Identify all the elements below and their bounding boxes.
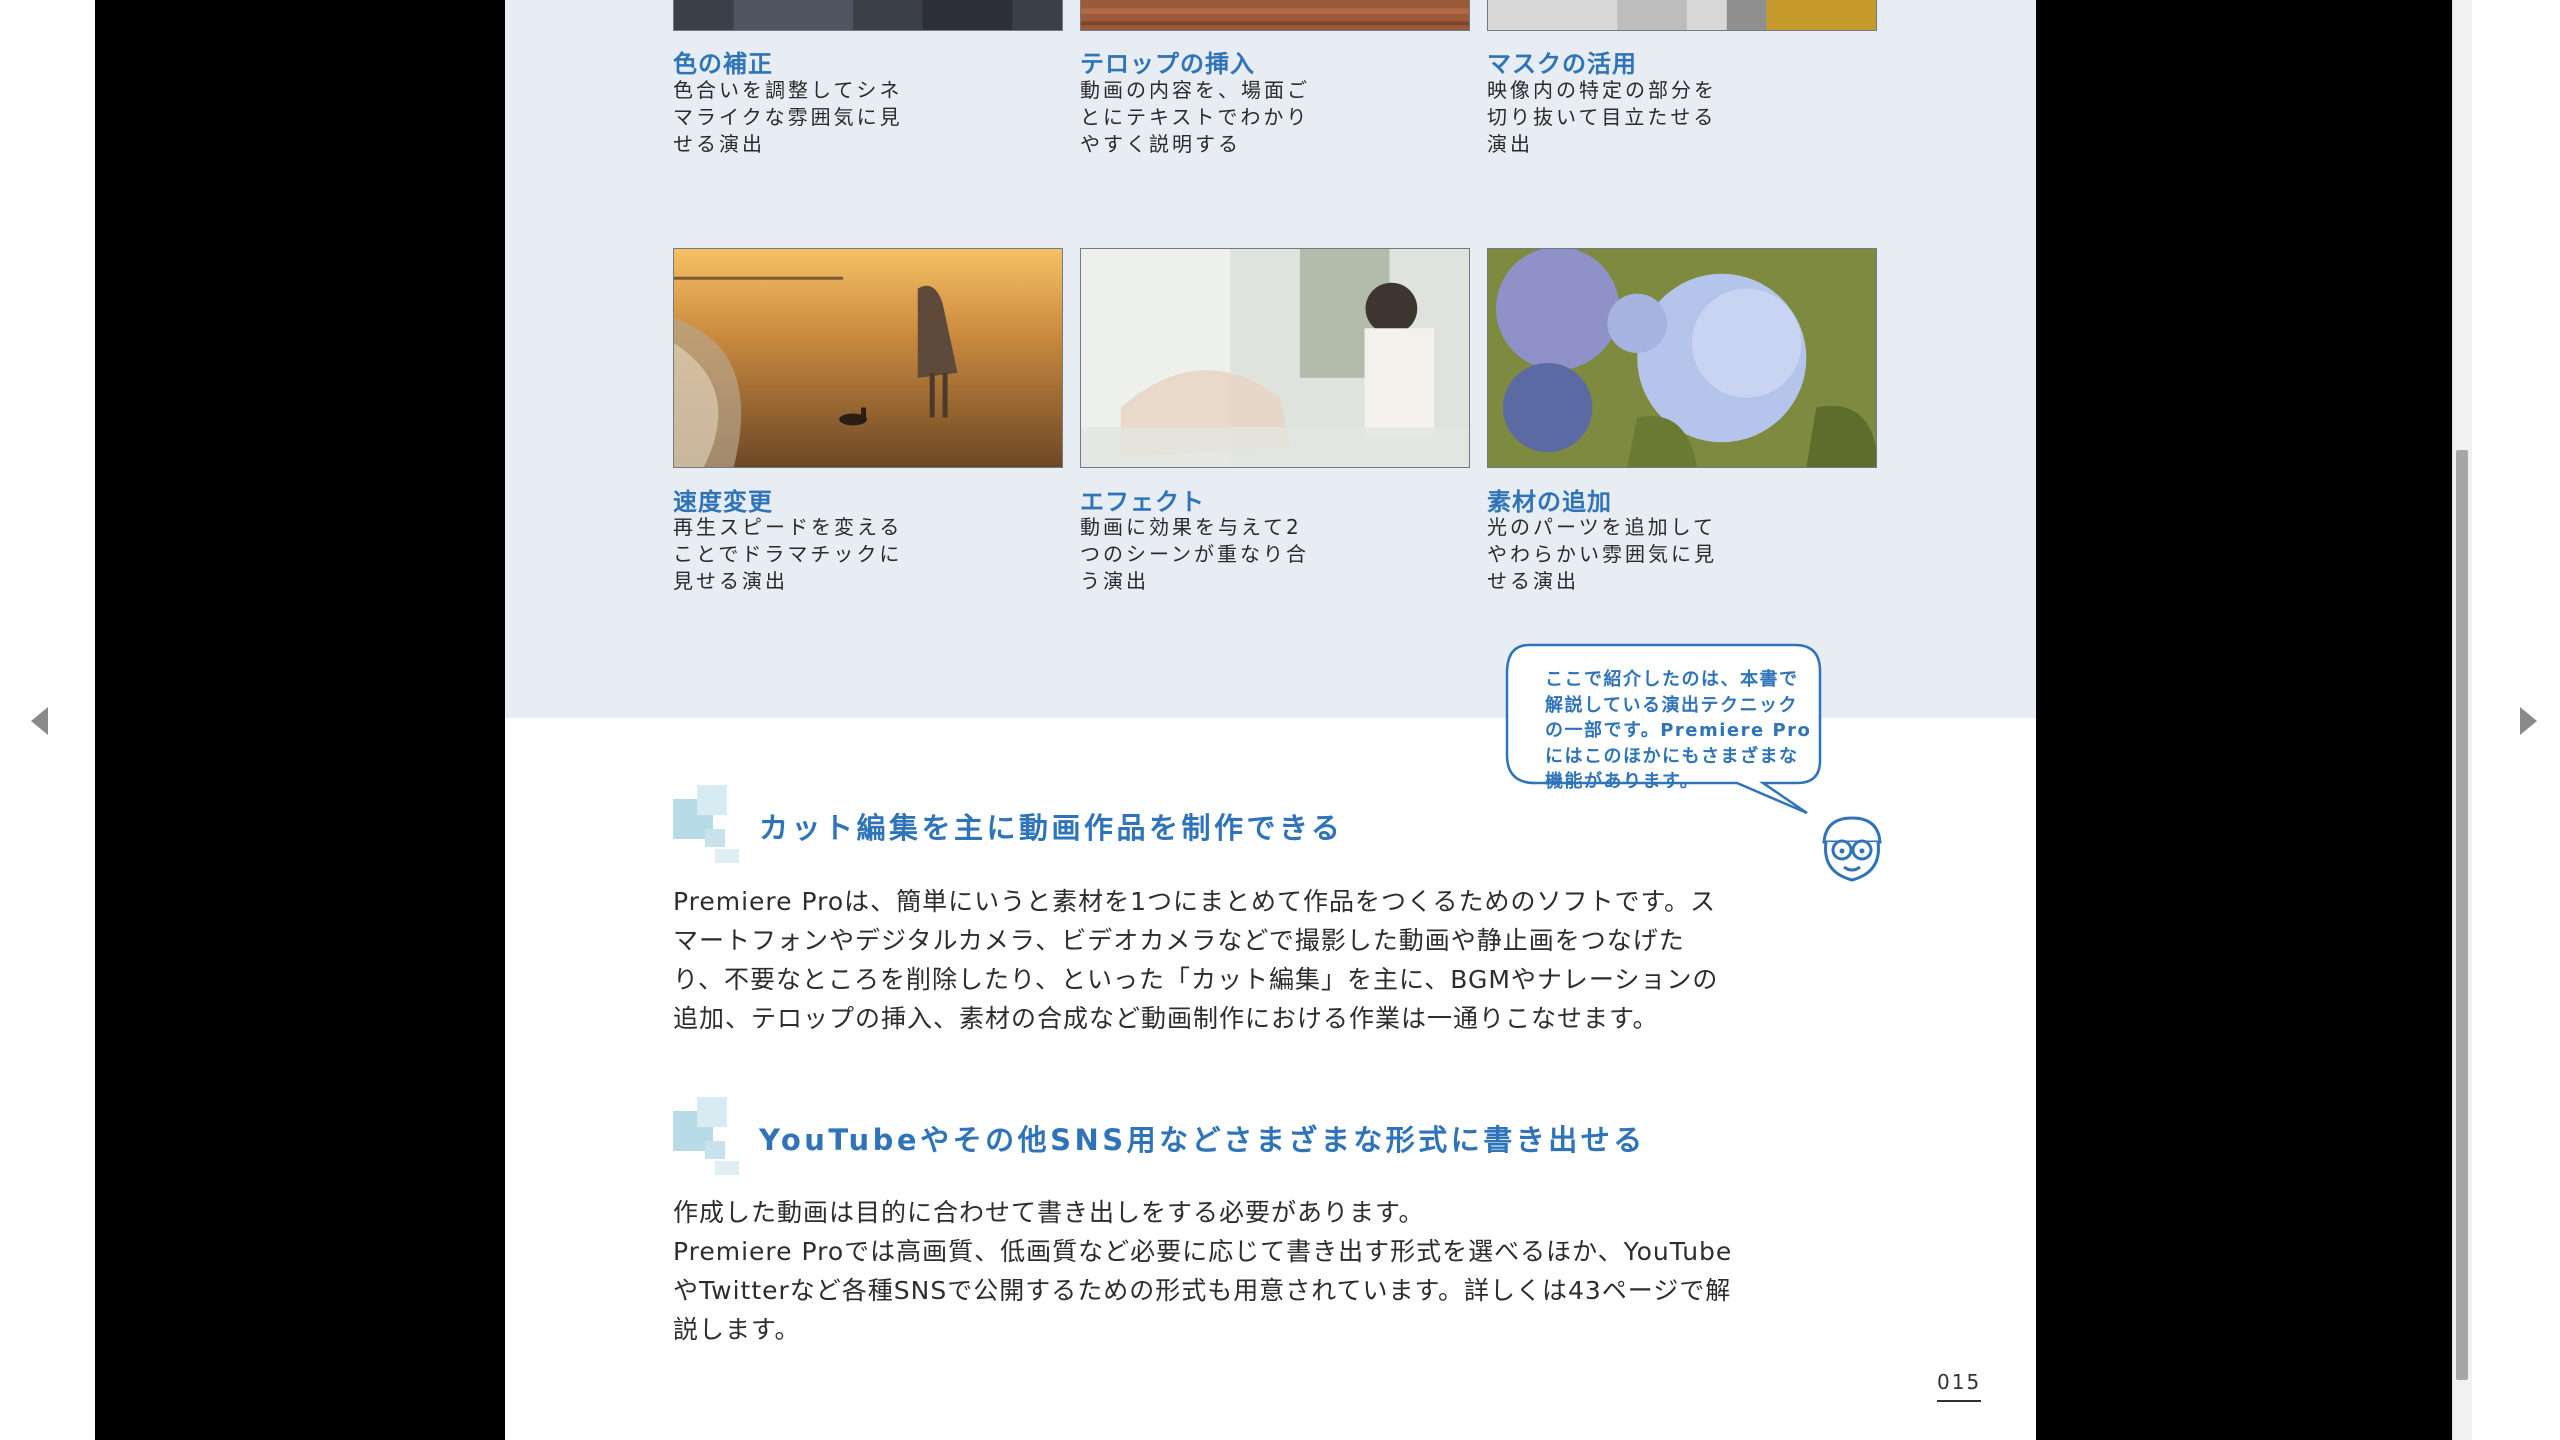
thumbnail-color-correction <box>673 0 1063 31</box>
scrollbar-thumb[interactable] <box>2456 450 2468 1380</box>
speech-bubble-text: ここで紹介したのは、本書で解説している演出テクニックの一部です。Premiere… <box>1545 669 1812 792</box>
caption-text: 再生スピードを変えることでドラマチックに見せる演出 <box>673 515 903 593</box>
book-page: 色の補正 色合いを調整してシネマライクな雰囲気に見せる演出 テロップの挿入 動画… <box>505 0 2036 1440</box>
caption-text: 動画の内容を、場面ごとにテキストでわかりやすく説明する <box>1080 78 1310 156</box>
thumbnail-mask <box>1487 0 1877 31</box>
speech-bubble <box>1505 643 1822 815</box>
paragraph: 作成した動画は目的に合わせて書き出しをする必要があります。 <box>673 1198 1425 1227</box>
page-number-underline <box>1937 1400 1981 1402</box>
thumbnail-speed-change <box>673 248 1063 468</box>
page-number: 015 <box>1937 1370 1982 1394</box>
section-body: 作成した動画は目的に合わせて書き出しをする必要があります。 Premiere P… <box>673 1193 1733 1349</box>
prev-page-arrow-icon[interactable] <box>31 707 48 735</box>
caption-title: 素材の追加 <box>1487 488 1612 516</box>
section-square-icon <box>673 785 739 863</box>
caption-title: 色の補正 <box>673 50 773 78</box>
caption-text: 色合いを調整してシネマライクな雰囲気に見せる演出 <box>673 78 903 156</box>
section-body: Premiere Proは、簡単にいうと素材を1つにまとめて作品をつくるためのソ… <box>673 882 1733 1038</box>
section-square-icon <box>673 1097 739 1175</box>
caption-text: 動画に効果を与えて2つのシーンが重なり合う演出 <box>1080 515 1309 593</box>
caption-title: エフェクト <box>1080 488 1205 516</box>
paragraph: Premiere Proでは高画質、低画質など必要に応じて書き出す形式を選べるほ… <box>673 1237 1733 1344</box>
section-heading: YouTubeやその他SNS用などさまざまな形式に書き出せる <box>759 1123 1646 1157</box>
caption-text: 映像内の特定の部分を切り抜いて目立たせる演出 <box>1487 78 1717 156</box>
thumbnail-effect <box>1080 248 1470 468</box>
next-page-arrow-icon[interactable] <box>2520 707 2537 735</box>
thumbnail-telop <box>1080 0 1470 31</box>
caption-text: 光のパーツを追加してやわらかい雰囲気に見せる演出 <box>1487 515 1717 593</box>
caption-title: テロップの挿入 <box>1080 50 1255 78</box>
caption-title: 速度変更 <box>673 488 773 516</box>
paragraph: Premiere Proは、簡単にいうと素材を1つにまとめて作品をつくるためのソ… <box>673 887 1719 1033</box>
caption-title: マスクの活用 <box>1487 50 1637 78</box>
section-heading: カット編集を主に動画作品を制作できる <box>759 811 1344 845</box>
thumbnail-add-material <box>1487 248 1877 468</box>
glasses-boy-mascot-icon <box>1822 816 1882 882</box>
